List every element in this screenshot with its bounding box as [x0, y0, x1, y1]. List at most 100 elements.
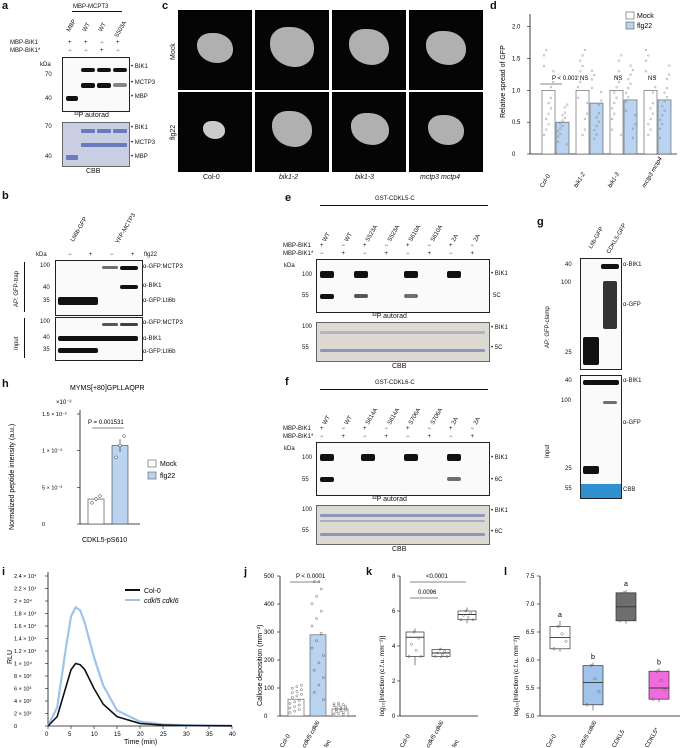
d-point	[590, 78, 594, 81]
l-ytick-label: 7.5	[526, 574, 535, 580]
d-point	[658, 127, 662, 130]
k-xlabel-2: fec	[452, 739, 461, 748]
d-point	[663, 91, 666, 94]
k-point	[459, 618, 463, 622]
b-ap-label: AP: GFP-trap	[14, 270, 20, 307]
b-ab-ap-1: α-BIK1	[143, 283, 162, 289]
g-ap-label: AP: GFP-clamp	[545, 306, 551, 348]
d-chart: Relative spread of GFP 0 0.5 1.0 1.5 2.0 P <…	[500, 11, 677, 189]
d-point	[668, 73, 671, 76]
j-point	[334, 708, 338, 711]
j-ylabel: Callose deposition (mm⁻²)	[257, 625, 264, 707]
a-band	[97, 83, 111, 88]
j-point	[341, 711, 345, 715]
d-point	[556, 135, 560, 138]
j-point	[334, 710, 338, 713]
b-input-bracket	[24, 318, 25, 358]
j-point	[337, 701, 340, 705]
h-point	[118, 443, 122, 448]
e-row2_signs-7: +	[470, 251, 475, 257]
h-legend-mock: Mock	[160, 461, 177, 468]
b-ap-bracket	[24, 262, 25, 312]
f-row1_signs-7: −	[470, 426, 475, 432]
b-mw-in-1: 40	[43, 335, 50, 341]
l-xlabel-1: cdkl5 cdkl6	[579, 720, 599, 748]
k-point	[445, 655, 449, 658]
i-xtick-label: 0	[45, 732, 49, 738]
i-ytick-label: 2 × 10⁴	[14, 598, 32, 605]
d-point	[647, 54, 650, 57]
e-row1_signs-5: −	[427, 243, 432, 249]
i-xtick-label: 35	[206, 732, 213, 738]
c-image-mock-mctp	[409, 10, 483, 90]
d-point	[597, 120, 600, 123]
d-point	[644, 48, 648, 52]
a-gel-band	[81, 143, 127, 147]
d-point	[549, 86, 552, 89]
j-point	[293, 709, 296, 713]
j-bar-1	[309, 634, 327, 717]
d-point	[617, 80, 620, 83]
panel-label-e: e	[285, 192, 292, 204]
d-point	[627, 78, 630, 81]
a-lane-4: S503A	[114, 20, 129, 39]
d-ns-2: NS	[614, 76, 622, 82]
a-mw-top-0: 70	[45, 72, 52, 78]
h-title: MYMS[+80]GPLLAQPR	[70, 385, 145, 392]
j-point	[312, 691, 316, 694]
j-point	[341, 703, 345, 706]
a-row2-label: MBP-BIK1*	[10, 48, 41, 54]
c-row-flg22: flg22	[170, 124, 177, 140]
g-ab-ap-1: α-GFP	[623, 302, 641, 308]
d-point	[617, 70, 620, 73]
b-lane-2: YFP-MCTP3	[115, 212, 138, 245]
d-point	[595, 133, 598, 136]
l-point	[618, 619, 622, 623]
a-gel-band	[113, 129, 127, 133]
c-image-mock-bik13	[332, 10, 406, 90]
h-point	[114, 455, 118, 459]
i-xtick-label: 30	[183, 732, 190, 738]
d-point	[627, 87, 630, 90]
e-row1: MBP-BIK1	[283, 243, 312, 249]
a-band	[66, 96, 78, 101]
d-point	[649, 117, 652, 121]
a-cbb-label: CBB	[86, 168, 101, 175]
e-row1_signs-7: −	[470, 243, 475, 249]
a-band	[113, 83, 127, 87]
d-point	[590, 86, 594, 89]
c-image-flg22-mctp	[409, 92, 483, 172]
e-row2: MBP-BIK1*	[283, 251, 314, 257]
i-ytick-label: 2.2 × 10⁴	[14, 586, 37, 593]
d-point	[581, 54, 584, 57]
d-point	[615, 96, 618, 99]
j-point	[317, 683, 321, 687]
b-sign-1: −	[68, 252, 72, 258]
a-row1-label: MBP-BIK1	[10, 40, 39, 46]
d-point	[595, 116, 598, 119]
e-gel-band	[320, 349, 485, 352]
g-band	[583, 337, 599, 365]
d-point	[665, 87, 668, 90]
j-point	[319, 631, 323, 635]
f-lane-1: WT	[343, 414, 354, 426]
d-point	[556, 140, 560, 143]
d-point	[663, 100, 666, 103]
e-mw-top-1: 55	[302, 293, 309, 299]
j-pval: P < 0.0001	[296, 574, 326, 580]
i-xtick-label: 40	[229, 732, 236, 738]
a-row1-s1: +	[68, 40, 72, 46]
d-point	[545, 48, 548, 52]
d-point	[617, 59, 620, 62]
l-ytick-label: 5.5	[526, 686, 535, 692]
i-ytick-label: 1.2 × 10⁴	[14, 648, 37, 655]
b-ap-blot	[55, 260, 143, 316]
i-ytick-label: 4 × 10³	[14, 699, 31, 705]
f-row2_signs-3: +	[384, 434, 389, 440]
e-header-line	[320, 205, 488, 206]
b-ab-in-1: α-BIK1	[143, 336, 162, 342]
k-ylabel: log₁₀[Infection (c.f.u. mm⁻²)]	[379, 636, 386, 716]
k-xlabel-0: Col-0	[400, 733, 413, 748]
f-kda: kDa	[284, 446, 295, 452]
h-legend-flg22: flg22	[160, 473, 175, 480]
